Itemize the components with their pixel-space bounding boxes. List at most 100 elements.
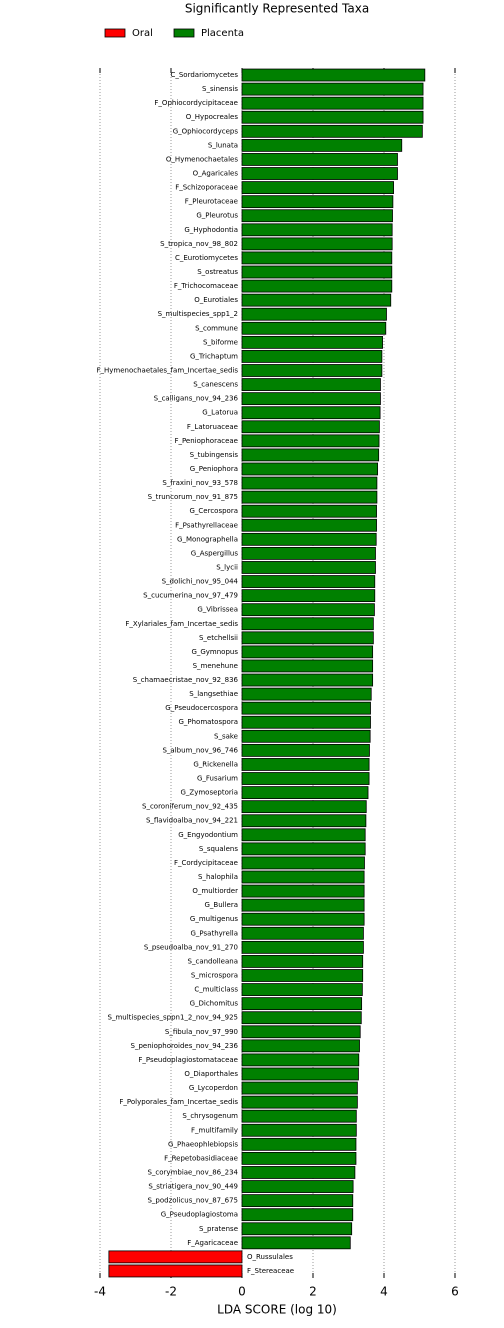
category-label: G_Peniophora [190, 465, 238, 473]
bar [241, 1109, 357, 1123]
bar [241, 223, 393, 237]
bar [241, 547, 376, 560]
bar [241, 448, 380, 462]
bar [241, 209, 393, 223]
chart-title: Significantly Represented Taxa [185, 2, 369, 16]
bar [108, 1250, 243, 1264]
x-tick-label: 2 [309, 1285, 317, 1299]
category-label: S_candolleana [188, 957, 238, 965]
category-label: O_Hymenochaetales [166, 155, 238, 163]
x-tick-label: 6 [451, 1285, 459, 1299]
category-label: F_Pseudoplagiostomataceae [138, 1056, 238, 1064]
category-label: S_cucumerina_nov_97_479 [143, 592, 238, 600]
bar [241, 969, 364, 982]
bar [241, 814, 367, 828]
bar [241, 1152, 357, 1165]
category-label: S_squalens [199, 845, 238, 853]
category-label: S_tropica_nov_98_802 [160, 240, 238, 248]
bar [241, 392, 381, 406]
category-label: S_podzolicus_nov_87_675 [147, 1197, 238, 1205]
bar [241, 124, 423, 138]
bar [241, 1194, 354, 1208]
category-label: S_halophila [198, 873, 238, 881]
bar [241, 1039, 360, 1053]
bar [241, 307, 387, 321]
bar [241, 1166, 356, 1179]
category-label: S_fibula_nov_97_990 [165, 1028, 238, 1036]
category-label: G_Latorua [202, 409, 238, 417]
category-label: C_Sordariomycetes [170, 71, 238, 79]
category-label: S_tubingensis [190, 451, 239, 459]
bar [241, 673, 374, 687]
category-label: S_chrysogenum [182, 1112, 238, 1120]
bar [241, 743, 370, 757]
bar [241, 772, 370, 785]
bar [241, 293, 392, 307]
category-label: F_multifamily [191, 1126, 238, 1134]
category-label: G_Phaeophlebiopsis [168, 1140, 238, 1148]
bar [241, 940, 364, 954]
bar [241, 603, 375, 617]
category-label: G_Ophiocordyceps [173, 127, 239, 135]
legend-label: Placenta [201, 28, 244, 39]
bar [241, 490, 378, 504]
bar [241, 645, 374, 659]
bar [241, 321, 387, 335]
bar [241, 828, 366, 842]
x-tick-label: -4 [94, 1285, 106, 1299]
bar [241, 659, 374, 673]
category-label: F_Repetobasidiaceae [164, 1154, 238, 1162]
category-label: F_Xylariales_fam_Incertae_sedis [125, 620, 238, 628]
bar [241, 1208, 354, 1222]
category-label: S_biforme [203, 338, 238, 346]
bar [241, 265, 393, 279]
category-label: S_album_nov_96_746 [162, 746, 238, 754]
category-label: G_Trichaptum [190, 352, 238, 360]
category-label: F_Psathyrellaceae [175, 521, 238, 529]
bar [241, 138, 403, 152]
bar [241, 1236, 351, 1250]
bar [241, 251, 393, 265]
bar [241, 715, 371, 729]
bar [241, 1123, 357, 1137]
bar [241, 800, 367, 814]
category-label: S_lycii [216, 563, 238, 571]
bar [241, 786, 369, 799]
category-label: S_calligans_nov_94_236 [154, 395, 239, 403]
category-label: G_Bullera [204, 901, 238, 909]
category-label: F_Polyporales_fam_Incertae_sedis [119, 1098, 238, 1106]
bar [241, 884, 365, 898]
category-label: S_sinensis [202, 85, 238, 93]
category-label: S_peniophoroides_nov_94_236 [131, 1042, 239, 1050]
x-tick-label: 0 [238, 1285, 246, 1299]
category-label: G_Lycoperdon [189, 1084, 238, 1092]
x-tick-label: 4 [380, 1285, 388, 1299]
category-label: S_pratense [199, 1225, 238, 1233]
bar [241, 842, 366, 856]
bar [241, 82, 424, 96]
bar [108, 1264, 243, 1278]
category-label: G_Aspergillus [191, 549, 239, 557]
bar [241, 532, 377, 546]
category-label: S_sake [214, 732, 238, 740]
category-label: S_commune [195, 324, 238, 332]
bar [241, 195, 394, 209]
category-label: G_multigenus [190, 915, 238, 923]
category-label: F_Trichocomaceae [174, 282, 238, 290]
bar [241, 335, 383, 349]
bar [241, 631, 374, 645]
legend-swatch [104, 28, 126, 38]
category-label: G_Hyphodontia [184, 226, 238, 234]
bar [241, 898, 365, 912]
category-label: S_canescens [193, 381, 238, 389]
category-label: S_ostreatus [197, 268, 238, 276]
bar [241, 1011, 362, 1025]
category-label: G_Cercospora [189, 507, 238, 515]
bar [241, 575, 376, 588]
category-label: O_Agaricales [193, 170, 239, 178]
bar [241, 617, 374, 631]
category-label: G_Psathyrella [191, 929, 239, 937]
category-label: S_pseudoalba_nov_91_270 [144, 943, 238, 951]
category-label: F_Latoruaceae [187, 423, 238, 431]
category-label: S_etchellsii [199, 634, 238, 642]
